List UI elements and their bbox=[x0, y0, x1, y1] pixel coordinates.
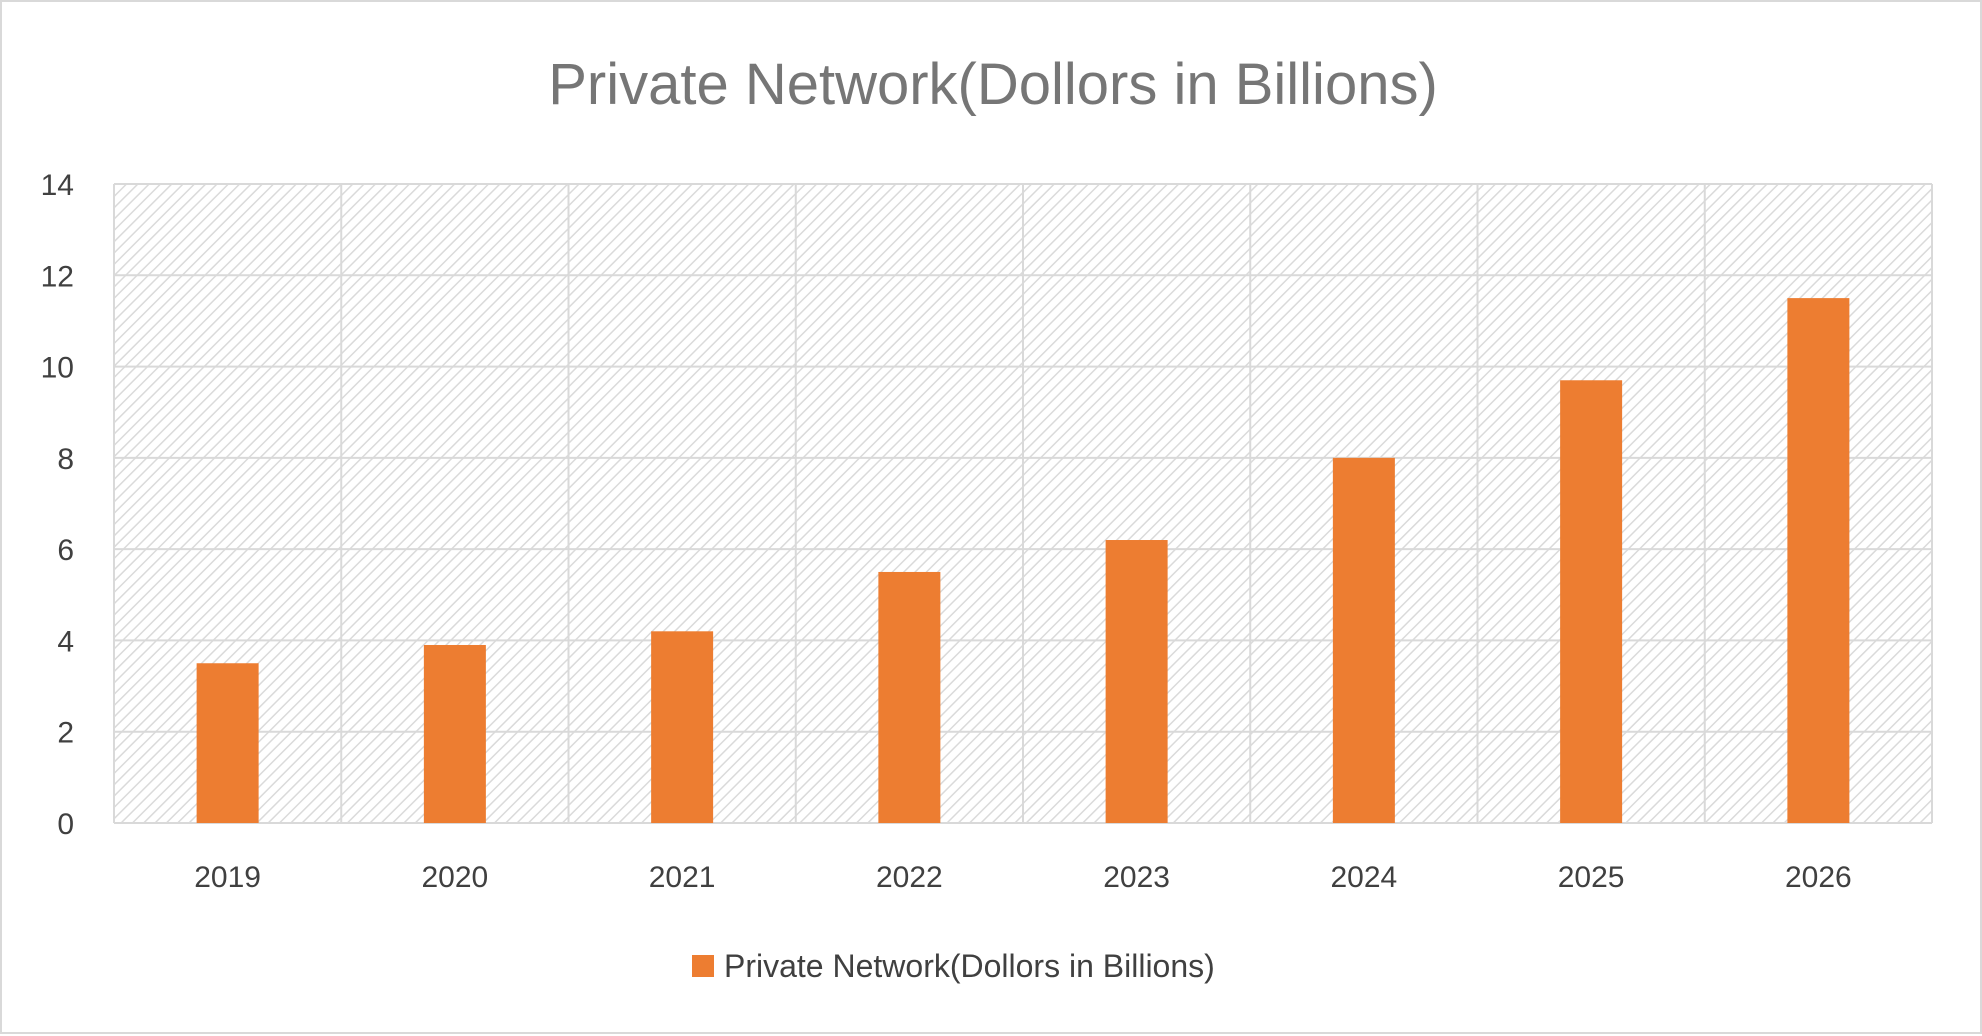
bar-2023 bbox=[1105, 540, 1168, 823]
gridlines bbox=[113, 183, 1933, 824]
legend-swatch bbox=[692, 955, 714, 977]
x-tick-label: 2022 bbox=[876, 861, 943, 894]
bar-2024 bbox=[1332, 457, 1395, 823]
legend-label: Private Network(Dollors in Billions) bbox=[724, 948, 1215, 984]
y-tick-label: 10 bbox=[41, 352, 74, 385]
x-tick-label: 2025 bbox=[1558, 861, 1625, 894]
x-tick-label: 2019 bbox=[194, 861, 261, 894]
y-tick-label: 0 bbox=[57, 808, 74, 841]
bar-2025 bbox=[1560, 380, 1623, 823]
y-tick-label: 4 bbox=[57, 625, 74, 658]
bar-2026 bbox=[1787, 298, 1850, 823]
bar-2019 bbox=[196, 663, 259, 823]
bar-2022 bbox=[878, 571, 941, 823]
bars bbox=[196, 298, 1850, 823]
y-axis-ticks: 0 2 4 6 8 10 12 14 bbox=[41, 169, 74, 841]
x-tick-label: 2026 bbox=[1785, 861, 1852, 894]
y-tick-label: 2 bbox=[57, 717, 74, 750]
legend: Private Network(Dollors in Billions) bbox=[692, 948, 1215, 984]
bar-2021 bbox=[651, 631, 714, 823]
x-axis-ticks: 2019 2020 2021 2022 2023 2024 2025 2026 bbox=[194, 861, 1852, 894]
x-tick-label: 2024 bbox=[1331, 861, 1398, 894]
x-tick-label: 2021 bbox=[649, 861, 716, 894]
y-tick-label: 14 bbox=[41, 169, 74, 202]
bar-2020 bbox=[423, 644, 486, 823]
x-tick-label: 2020 bbox=[422, 861, 489, 894]
chart-title: Private Network(Dollors in Billions) bbox=[548, 52, 1438, 117]
y-tick-label: 8 bbox=[57, 443, 74, 476]
y-tick-label: 6 bbox=[57, 534, 74, 567]
x-tick-label: 2023 bbox=[1103, 861, 1170, 894]
y-tick-label: 12 bbox=[41, 260, 74, 293]
